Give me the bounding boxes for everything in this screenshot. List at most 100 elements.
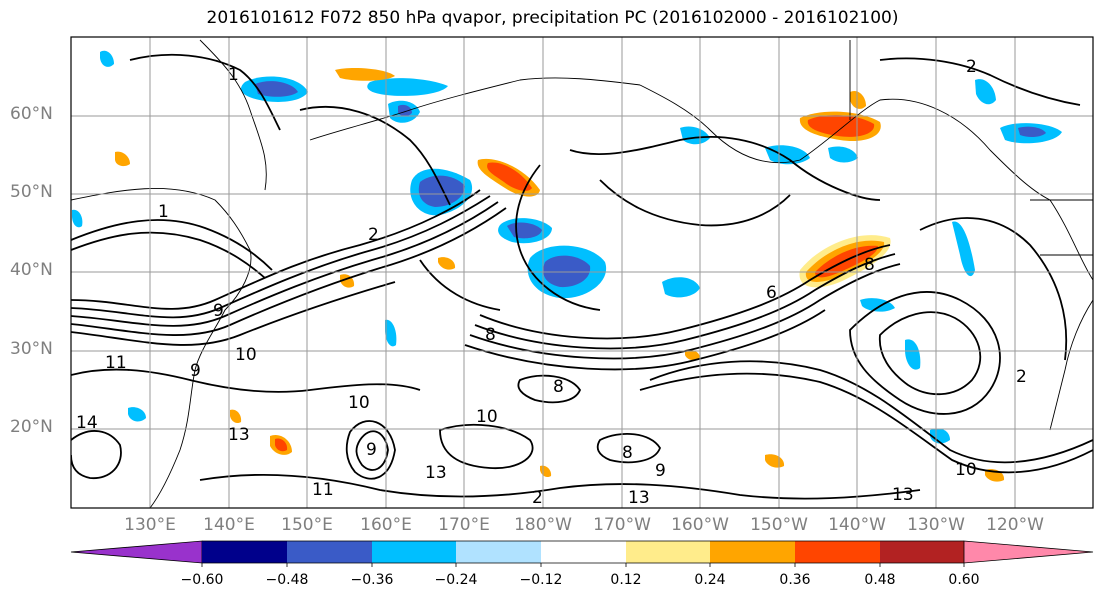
colorbar-swatch [287,541,372,563]
contour-line [517,374,582,404]
contour-label: 13 [628,488,650,508]
colorbar-label: −0.24 [434,572,478,588]
contour-line [439,423,534,469]
precip-patch [905,339,921,370]
contour-line [299,106,451,206]
contour-label: 11 [105,353,127,373]
lon-label-160w: 160°W [671,515,729,535]
precip-patch [418,175,465,207]
contour-line [469,263,901,360]
colorbar-label: −0.60 [180,572,224,588]
contour-label: 11 [312,480,334,500]
lat-label-40n: 40°N [10,260,53,280]
contour-label: 14 [76,413,98,433]
contour-label: 1 [228,65,239,85]
colorbar-swatch [202,541,287,563]
contour-line [849,291,1001,415]
contour-label: 10 [476,407,498,427]
colorbar-label: 0.24 [694,572,726,588]
contour-label: 2 [1016,367,1027,387]
siberia-coastline [309,77,641,141]
contour-label: 9 [655,461,666,481]
contour-line [464,309,826,371]
america-coastline [1049,299,1093,431]
colorbar-label: 0.36 [779,572,811,588]
precip-patch [367,78,448,96]
border-lines [849,40,1093,256]
precip-patch [543,255,591,288]
contour-line [71,219,273,271]
colorbar-label: 0.60 [948,572,980,588]
precip-patch [385,319,397,347]
precip-patch [1018,126,1046,138]
colorbar-label: −0.48 [265,572,309,588]
precip-patch [807,115,875,137]
precip-patch [438,257,456,270]
precip-patch [128,407,146,422]
precip-patch [765,145,810,165]
contour-line [515,164,601,311]
contour-line [71,201,499,327]
precip-patch [860,298,895,312]
contour-labels: 1 2 1 2 6 8 9 10 11 9 10 13 14 8 10 8 9 … [76,57,1027,508]
contour-line [596,433,661,464]
coastlines [71,39,1093,508]
contour-line [639,372,1093,474]
contour-line [879,57,1081,106]
precip-patch [72,209,83,228]
colorbar-swatch [456,541,541,563]
contour-line [345,420,396,480]
lon-label-160e: 160°E [360,515,412,535]
precip-patch [115,151,130,167]
lon-label-140e: 140°E [203,515,255,535]
colorbar-label: 0.48 [864,572,896,588]
precip-shading [72,50,1062,482]
lon-label-120w: 120°W [986,515,1044,535]
precip-patch [975,79,996,105]
plot-frame [70,36,1094,509]
contour-line [71,189,481,310]
colorbar-label: 0.12 [610,572,642,588]
lon-label-170e: 170°E [438,515,490,535]
colorbar-label: −0.12 [519,572,563,588]
lon-label-150e: 150°E [281,515,333,535]
lon-label-140w: 140°W [828,515,886,535]
contour-label: 2 [966,57,977,77]
precip-patch [255,81,298,97]
lat-label-50n: 50°N [10,182,53,202]
contour-label: 6 [766,283,777,303]
contour-label: 8 [553,377,564,397]
contour-line [479,244,891,340]
contour-label: 10 [348,393,370,413]
lat-label-60n: 60°N [10,104,53,124]
contour-line [71,430,122,479]
contour-label: 9 [366,440,377,460]
contour-label: 9 [190,361,201,381]
contour-line [355,430,389,471]
contour-line [71,207,507,336]
precip-patch [275,438,288,452]
lon-label-130w: 130°W [907,515,965,535]
precip-patch [930,428,950,444]
contour-label: 2 [368,225,379,245]
lon-label-180w: 180°W [514,515,572,535]
contour-label: 10 [235,345,257,365]
precip-patch [828,146,858,163]
lon-label-150w: 150°W [750,515,808,535]
contour-line [71,368,421,393]
precip-patch [850,90,866,109]
contour-label: 2 [532,488,543,508]
contour-label: 10 [955,460,977,480]
map-title: 2016101612 F072 850 hPa qvapor, precipit… [206,8,899,28]
precip-patch [100,50,114,67]
contour-label: 13 [228,425,250,445]
contour-line [71,281,396,346]
contour-line [199,473,921,500]
graticule [71,37,1093,508]
kamchatka-coastline [199,39,267,191]
contour-label: 8 [622,443,633,463]
lon-label-170w: 170°W [593,515,651,535]
contour-line [919,217,1068,361]
colorbar-label: −0.36 [350,572,394,588]
